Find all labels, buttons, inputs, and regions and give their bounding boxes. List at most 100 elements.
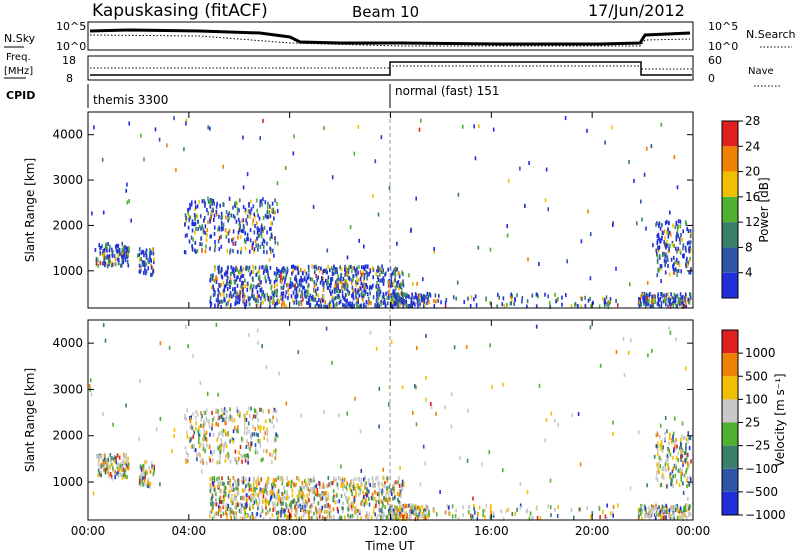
heatmap-cell [111, 476, 114, 481]
heatmap-cell [256, 271, 259, 276]
heatmap-cell [401, 505, 404, 510]
heatmap-cell [463, 300, 465, 305]
heatmap-cell [326, 248, 329, 253]
heatmap-cell [277, 491, 280, 496]
heatmap-cell [262, 491, 265, 496]
heatmap-cell [295, 274, 297, 279]
ytick-label: 2000 [52, 429, 83, 443]
heatmap-cell [211, 417, 214, 422]
heatmap-cell [258, 228, 261, 233]
heatmap-cell [148, 260, 150, 264]
heatmap-cell [320, 298, 323, 303]
heatmap-cell [412, 505, 414, 510]
heatmap-cell [389, 284, 392, 289]
heatmap-cell [313, 511, 315, 516]
heatmap-cell [184, 445, 187, 450]
heatmap-cell [339, 289, 341, 294]
heatmap-cell [263, 249, 265, 254]
heatmap-cell [233, 274, 236, 279]
heatmap-cell [393, 271, 396, 276]
heatmap-cell [260, 296, 262, 301]
heatmap-cell [351, 513, 354, 518]
heatmap-cell [531, 516, 533, 521]
heatmap-cell [155, 427, 158, 432]
heatmap-cell [271, 207, 273, 212]
heatmap-cell [393, 516, 395, 521]
heatmap-cell [275, 289, 277, 294]
heatmap-cell [419, 514, 421, 518]
heatmap-cell [297, 283, 299, 288]
heatmap-cell [242, 291, 244, 296]
heatmap-cell [676, 227, 679, 232]
heatmap-cell [570, 507, 573, 512]
heatmap-cell [92, 491, 95, 496]
heatmap-cell [355, 493, 357, 498]
heatmap-cell [667, 243, 669, 248]
xtick-label: 00:00 [676, 524, 711, 538]
heatmap-cell [322, 284, 325, 289]
heatmap-cell [211, 508, 213, 513]
heatmap-cell [286, 476, 288, 480]
heatmap-cell [150, 461, 153, 466]
heatmap-cell [397, 301, 399, 306]
heatmap-cell [236, 283, 239, 288]
heatmap-cell [222, 499, 224, 504]
heatmap-cell [346, 304, 348, 309]
heatmap-cell [645, 226, 647, 231]
heatmap-cell [547, 207, 549, 212]
heatmap-cell [125, 466, 127, 471]
heatmap-cell [298, 496, 301, 501]
heatmap-cell [657, 470, 659, 475]
heatmap-cell [678, 237, 681, 242]
heatmap-cell [355, 280, 357, 285]
heatmap-cell [689, 245, 691, 250]
heatmap-cell [239, 293, 241, 298]
heatmap-cell [240, 436, 243, 441]
heatmap-cell [295, 294, 298, 299]
heatmap-cell [660, 443, 663, 448]
heatmap-cell [229, 407, 231, 412]
heatmap-cell [234, 268, 237, 273]
heatmap-cell [323, 504, 325, 509]
heatmap-cell [243, 479, 246, 484]
heatmap-cell [95, 258, 98, 263]
heatmap-cell [217, 287, 219, 292]
heatmap-cell [313, 270, 316, 275]
heatmap-cell [230, 498, 232, 503]
heatmap-cell [288, 495, 290, 500]
heatmap-cell [375, 284, 377, 289]
heatmap-cell [334, 283, 337, 288]
heatmap-cell [315, 515, 318, 520]
heatmap-cell [233, 479, 236, 484]
heatmap-cell [257, 228, 260, 233]
heatmap-cell [245, 484, 247, 489]
heatmap-cell [428, 512, 430, 517]
heatmap-cell [336, 270, 338, 275]
heatmap-cell [644, 296, 646, 301]
heatmap-cell [589, 232, 592, 237]
heatmap-cell [673, 299, 675, 304]
heatmap-cell [233, 493, 236, 498]
heatmap-cell [219, 495, 222, 500]
heatmap-cell [338, 499, 341, 504]
heatmap-cell [676, 185, 679, 190]
heatmap-cell [684, 451, 686, 455]
heatmap-cell [662, 467, 665, 472]
heatmap-cell [642, 296, 644, 301]
heatmap-cell [103, 254, 106, 258]
heatmap-cell [290, 500, 293, 505]
heatmap-cell [284, 268, 286, 273]
heatmap-cell [328, 511, 331, 516]
heatmap-cell [368, 502, 371, 507]
heatmap-cell [679, 515, 681, 519]
heatmap-cell [315, 292, 318, 297]
heatmap-cell [360, 477, 363, 482]
heatmap-cell [410, 506, 412, 511]
heatmap-cell [237, 235, 239, 240]
heatmap-cell [579, 462, 582, 467]
colorbar-tick-label: −25 [745, 439, 770, 453]
heatmap-cell [249, 447, 251, 452]
heatmap-cell [689, 296, 692, 300]
heatmap-cell [519, 505, 521, 510]
heatmap-cell [202, 460, 204, 465]
